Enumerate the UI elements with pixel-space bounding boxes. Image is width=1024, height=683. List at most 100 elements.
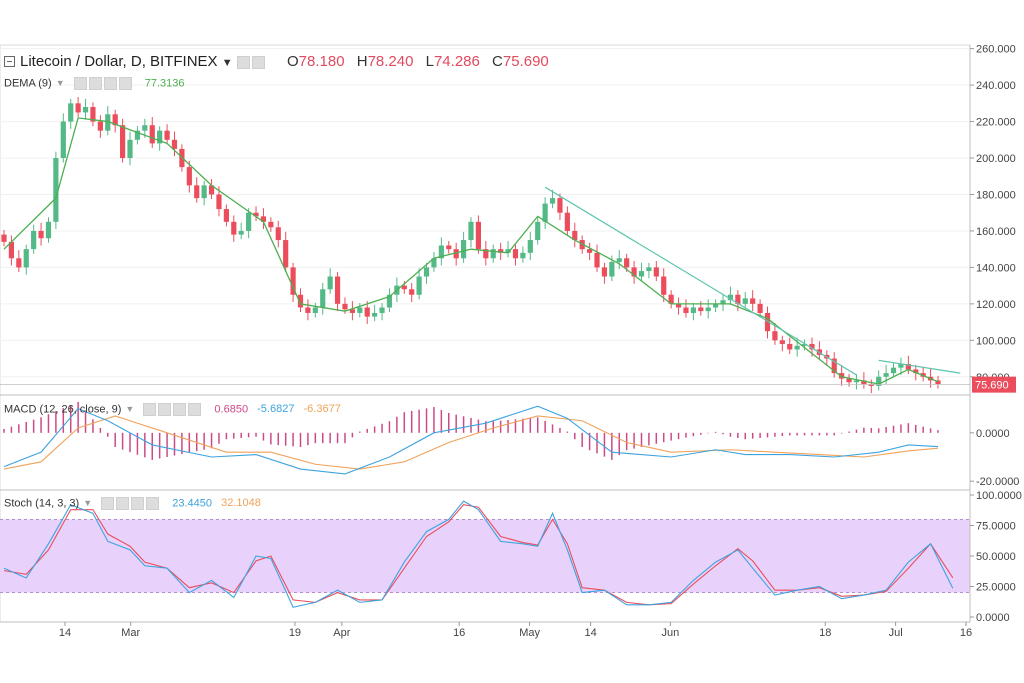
candle-down <box>268 221 274 228</box>
price-tick-label: 240.000 <box>976 80 1016 92</box>
candle-down <box>305 307 311 313</box>
plus-icon[interactable] <box>131 497 145 510</box>
candle-down <box>75 103 81 113</box>
high-label: H <box>356 53 368 70</box>
time-tick-label: 16 <box>453 627 465 639</box>
time-tick-label: 14 <box>584 627 596 639</box>
candle-up <box>320 289 326 308</box>
macd-signal-line <box>3 415 939 470</box>
candle-down <box>334 276 341 304</box>
macd-pane[interactable] <box>3 401 939 475</box>
gear-icon[interactable] <box>88 77 102 90</box>
gear-icon[interactable] <box>116 497 130 510</box>
candle-down <box>223 209 229 222</box>
candle-down <box>290 267 296 295</box>
dema-label: DEMA (9) <box>4 77 52 90</box>
eye-icon[interactable] <box>143 403 157 416</box>
time-tick-label: Apr <box>333 627 350 639</box>
price-tick-label: 160.000 <box>976 226 1016 238</box>
stoch-tick-label: 0.0000 <box>976 612 1010 624</box>
candlestick-series[interactable] <box>1 96 941 394</box>
candle-up <box>890 367 897 374</box>
price-tick-label: 200.000 <box>976 153 1016 165</box>
candle-down <box>90 106 96 122</box>
candle-down <box>38 230 44 239</box>
candle-down <box>164 130 170 140</box>
candle-up <box>713 303 719 308</box>
candle-up <box>542 203 548 222</box>
candle-up <box>238 230 244 235</box>
gear-icon[interactable] <box>251 56 265 70</box>
candle-down <box>735 294 741 304</box>
candle-up <box>801 343 808 346</box>
chevron-down-icon[interactable]: ▼ <box>221 57 233 69</box>
legend-tools[interactable] <box>236 54 267 71</box>
macd-legend[interactable]: MACD (12, 26, close, 9) ▼ 0.6850 -5.6827 … <box>4 403 341 416</box>
candle-down <box>839 373 845 379</box>
candle-up <box>312 307 318 313</box>
macd-tools[interactable] <box>143 403 203 416</box>
candle-up <box>357 307 363 313</box>
candle-down <box>149 125 155 144</box>
macd-line-value: -5.6827 <box>257 403 295 416</box>
dema-legend[interactable]: DEMA (9) ▼ 77.3136 <box>4 77 185 90</box>
candle-down <box>757 303 763 313</box>
chevron-down-icon[interactable]: ▼ <box>125 404 135 415</box>
candle-down <box>453 249 459 259</box>
candle-down <box>97 121 103 131</box>
candle-up <box>720 300 726 304</box>
chevron-down-icon[interactable]: ▼ <box>83 498 93 509</box>
eye-icon[interactable] <box>73 77 87 90</box>
plus-icon[interactable] <box>103 77 117 90</box>
high-value: 78.240 <box>367 53 414 70</box>
candle-up <box>53 158 59 222</box>
candle-down <box>297 294 304 308</box>
candle-down <box>905 364 911 370</box>
candle-up <box>460 240 467 259</box>
candle-up <box>549 198 556 204</box>
eye-icon[interactable] <box>101 497 115 510</box>
candle-down <box>409 289 415 295</box>
macd-signal-value: -6.3677 <box>303 403 341 416</box>
price-tick-label: 260.000 <box>976 44 1016 56</box>
symbol-legend[interactable]: Litecoin / Dollar, D, BITFINEX ▼ O78.180… <box>0 53 549 71</box>
candle-down <box>601 267 608 277</box>
time-tick-label: Mar <box>121 627 140 639</box>
dema-tools[interactable] <box>73 77 134 90</box>
open-value: 78.180 <box>298 53 345 70</box>
close-icon[interactable] <box>188 403 202 416</box>
close-icon[interactable] <box>118 77 132 90</box>
eye-icon[interactable] <box>236 56 250 70</box>
time-tick-label: Jul <box>889 627 903 639</box>
candle-down <box>8 241 15 259</box>
stoch-tick-label: 25.0000 <box>976 582 1016 594</box>
plus-icon[interactable] <box>173 403 187 416</box>
candle-down <box>231 221 237 235</box>
collapse-icon[interactable] <box>4 56 15 68</box>
time-tick-label: 18 <box>819 627 831 639</box>
time-tick-label: May <box>519 627 540 639</box>
candle-up <box>520 252 526 259</box>
candle-down <box>913 369 919 374</box>
close-icon[interactable] <box>146 497 160 510</box>
candle-up <box>468 221 474 241</box>
candle-up <box>23 249 29 268</box>
candle-down <box>587 249 593 253</box>
stoch-d-line <box>3 504 954 606</box>
candle-down <box>861 380 867 385</box>
low-value: 74.286 <box>433 53 480 70</box>
stoch-legend[interactable]: Stoch (14, 3, 3) ▼ 23.4450 32.1048 <box>4 497 261 510</box>
candle-up <box>883 373 889 377</box>
chevron-down-icon[interactable]: ▼ <box>55 78 65 89</box>
gear-icon[interactable] <box>158 403 172 416</box>
candle-up <box>727 294 734 301</box>
low-label: L <box>425 53 434 70</box>
stoch-pane[interactable] <box>3 500 954 608</box>
candle-down <box>498 249 504 253</box>
candle-up <box>423 267 430 277</box>
price-tick-label: 180.000 <box>976 189 1016 201</box>
stoch-tools[interactable] <box>101 497 161 510</box>
time-tick-label: 16 <box>960 627 972 639</box>
last-price-label: 75.690 <box>975 380 1009 392</box>
